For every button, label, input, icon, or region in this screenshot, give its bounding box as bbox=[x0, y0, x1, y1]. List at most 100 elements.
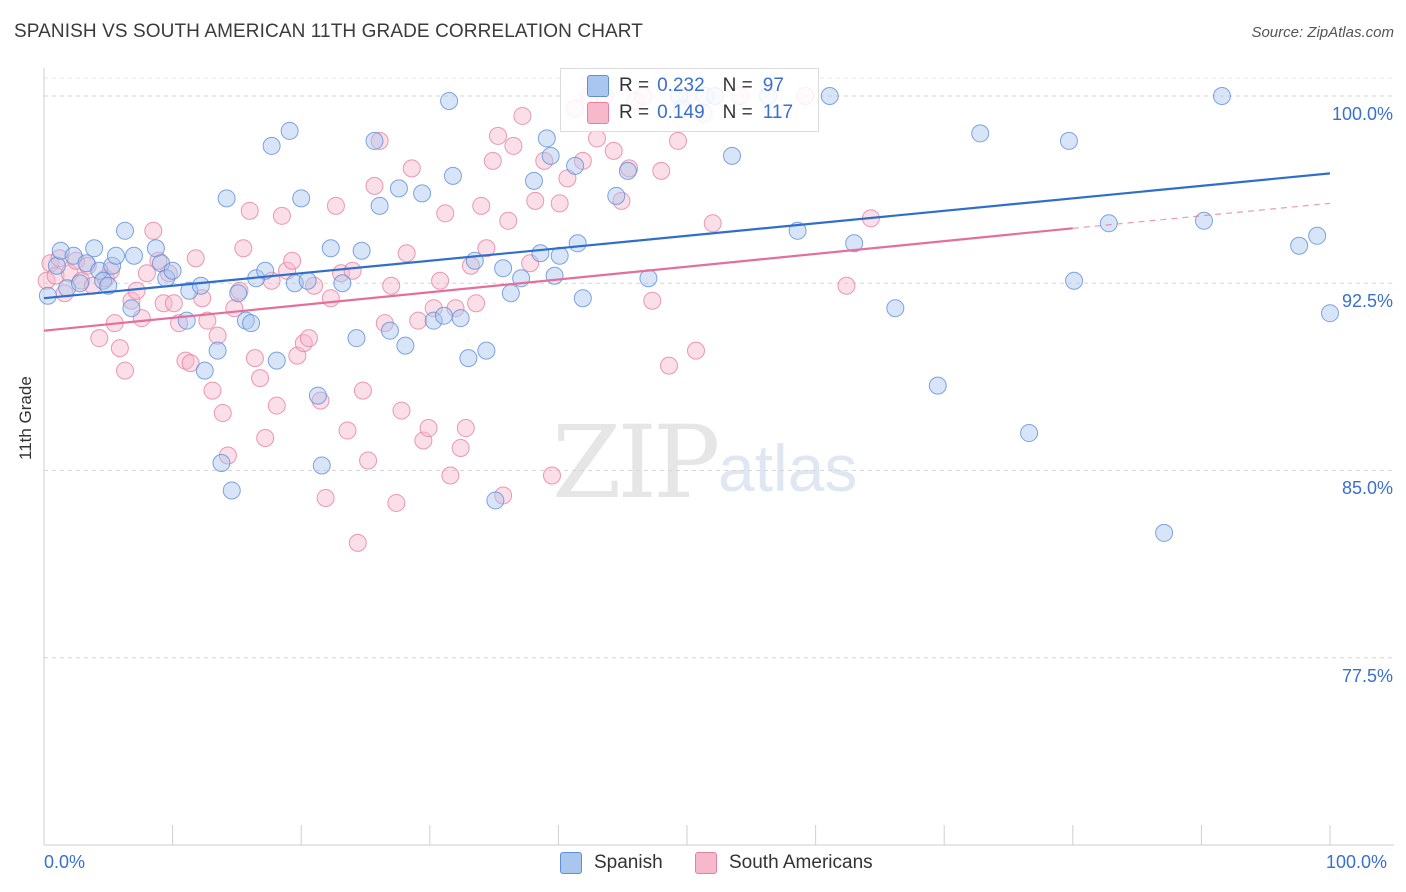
south-americans-point bbox=[176, 351, 195, 370]
spanish-point bbox=[1194, 211, 1213, 230]
south-americans-point bbox=[402, 159, 421, 178]
spanish-point bbox=[38, 286, 57, 305]
spanish-point bbox=[396, 336, 415, 355]
south-americans-point bbox=[456, 419, 475, 438]
spanish-point bbox=[312, 456, 331, 475]
spanish-point bbox=[370, 196, 389, 215]
south-americans-points bbox=[37, 86, 880, 552]
south-americans-point bbox=[397, 244, 416, 263]
y-tick-label: 100.0% bbox=[1331, 103, 1393, 124]
legend-row-spanish: R = 0.232 N = 97 bbox=[587, 75, 784, 97]
south-americans-point bbox=[483, 151, 502, 170]
south-americans-point bbox=[409, 311, 428, 330]
south-americans-point bbox=[472, 196, 491, 215]
south-americans-swatch bbox=[695, 852, 717, 874]
spanish-point bbox=[1099, 214, 1118, 233]
south-americans-point bbox=[338, 421, 357, 440]
south-americans-point bbox=[208, 326, 227, 345]
south-americans-point bbox=[431, 271, 450, 290]
r-label: R = bbox=[619, 75, 650, 96]
south-americans-point bbox=[181, 354, 200, 373]
spanish-point bbox=[71, 274, 90, 293]
spanish-point bbox=[618, 161, 637, 180]
spanish-point bbox=[723, 146, 742, 165]
spanish-point bbox=[280, 121, 299, 140]
n-value: 97 bbox=[762, 75, 784, 96]
spanish-point bbox=[347, 329, 366, 348]
r-value: 0.232 bbox=[657, 75, 705, 96]
spanish-point bbox=[820, 86, 839, 105]
spanish-point bbox=[177, 311, 196, 330]
legend-row-south-americans: R = 0.149 N = 117 bbox=[587, 102, 793, 124]
south-americans-point bbox=[587, 129, 606, 148]
r-label: R = bbox=[619, 102, 650, 123]
south-americans-point bbox=[343, 261, 362, 280]
south-americans-point bbox=[467, 294, 486, 313]
spanish-point bbox=[212, 453, 231, 472]
spanish-point bbox=[191, 276, 210, 295]
south-americans-trend-line bbox=[43, 227, 1073, 332]
spanish-point bbox=[195, 361, 214, 380]
spanish-point bbox=[845, 234, 864, 253]
spanish-point bbox=[163, 261, 182, 280]
spanish-point bbox=[229, 284, 248, 303]
south-americans-point bbox=[46, 266, 65, 285]
x-tick-max: 100.0% bbox=[1326, 852, 1388, 872]
spanish-point bbox=[424, 311, 443, 330]
spanish-point bbox=[122, 299, 141, 318]
south-americans-point bbox=[198, 311, 217, 330]
south-americans-point bbox=[353, 381, 372, 400]
spanish-point bbox=[180, 281, 199, 300]
south-americans-point bbox=[144, 221, 163, 240]
spanish-point bbox=[222, 481, 241, 500]
spanish-point bbox=[1290, 236, 1309, 255]
spanish-point bbox=[99, 276, 118, 295]
south-americans-point bbox=[668, 131, 687, 150]
spanish-point bbox=[1308, 226, 1327, 245]
spanish-point bbox=[256, 261, 275, 280]
south-americans-point bbox=[283, 251, 302, 270]
south-americans-point bbox=[703, 214, 722, 233]
watermark-zip: ZIP bbox=[552, 404, 720, 521]
spanish-point bbox=[928, 376, 947, 395]
legend-item-spanish[interactable]: Spanish bbox=[560, 852, 663, 874]
spanish-point bbox=[545, 266, 564, 285]
spanish-point bbox=[47, 256, 66, 275]
spanish-point bbox=[333, 274, 352, 293]
south-americans-point bbox=[234, 239, 253, 258]
spanish-point bbox=[451, 309, 470, 328]
legend-swatch-south-americans bbox=[587, 102, 609, 124]
spanish-point bbox=[486, 491, 505, 510]
spanish-point bbox=[1065, 271, 1084, 290]
south-americans-point bbox=[213, 404, 232, 423]
south-americans-point bbox=[203, 381, 222, 400]
gridlines bbox=[44, 77, 1394, 659]
trend-lines bbox=[43, 172, 1331, 332]
spanish-point bbox=[146, 239, 165, 258]
south-americans-point bbox=[488, 126, 507, 145]
chart-title: SPANISH VS SOUTH AMERICAN 11TH GRADE COR… bbox=[14, 21, 643, 42]
south-americans-point bbox=[359, 451, 378, 470]
south-americans-point bbox=[387, 493, 406, 512]
spanish-point bbox=[639, 269, 658, 288]
spanish-point bbox=[103, 256, 122, 275]
spanish-point bbox=[886, 299, 905, 318]
south-americans-point bbox=[267, 396, 286, 415]
spanish-point bbox=[308, 386, 327, 405]
legend-label-south-americans: South Americans bbox=[729, 852, 873, 873]
south-americans-point bbox=[256, 429, 275, 448]
spanish-point bbox=[85, 239, 104, 258]
spanish-point bbox=[434, 306, 453, 325]
spanish-point bbox=[531, 244, 550, 263]
south-americans-point bbox=[424, 299, 443, 318]
spanish-point bbox=[477, 341, 496, 360]
legend-label-spanish: Spanish bbox=[594, 852, 663, 873]
spanish-point bbox=[267, 351, 286, 370]
spanish-point bbox=[94, 271, 113, 290]
legend-item-south-americans[interactable]: South Americans bbox=[695, 852, 873, 874]
spanish-trend-line bbox=[43, 172, 1331, 300]
south-americans-point bbox=[513, 106, 532, 125]
spanish-point bbox=[1212, 86, 1231, 105]
south-americans-point bbox=[37, 271, 56, 290]
south-americans-point bbox=[245, 349, 264, 368]
